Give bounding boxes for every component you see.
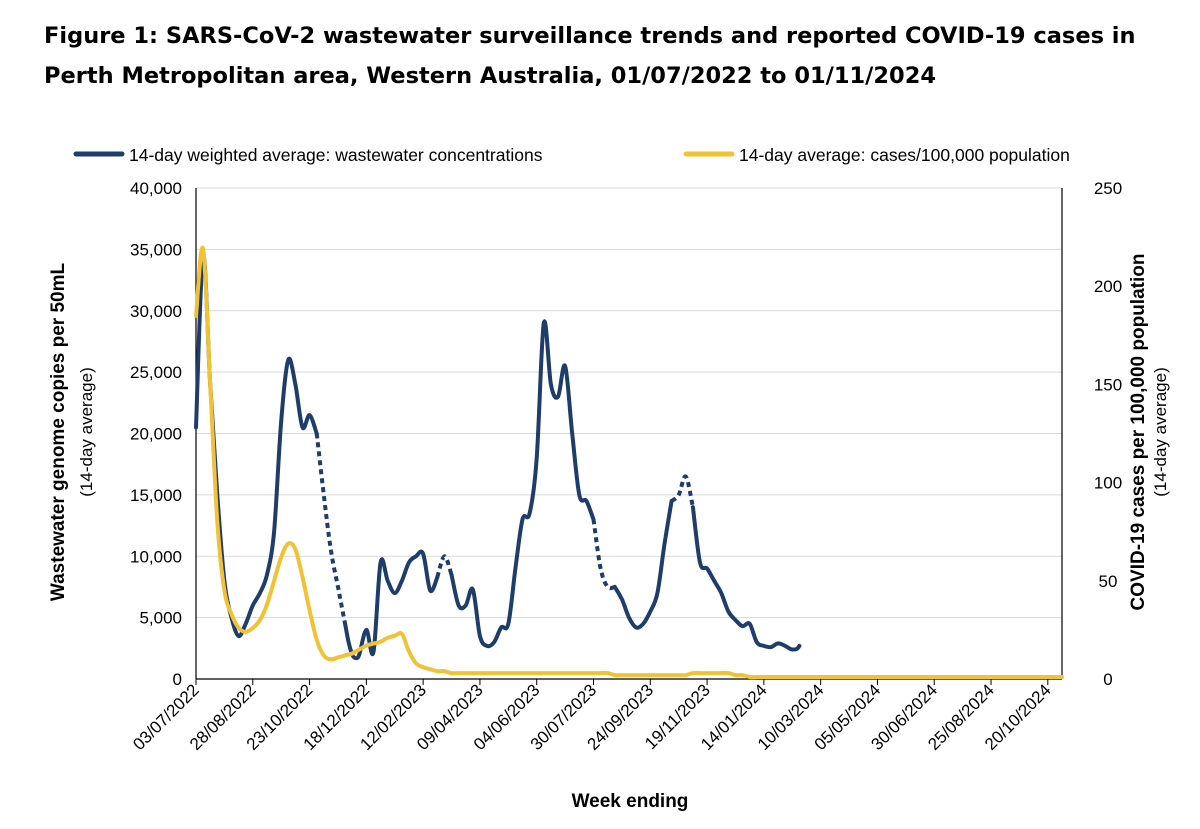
- y2-axis-tick-labels: 0 50 100 150 200 250: [1094, 179, 1122, 689]
- y2-tick-label: 100: [1094, 474, 1122, 493]
- y2-tick-label: 150: [1094, 375, 1122, 394]
- gridlines: [196, 187, 1062, 619]
- wastewater-series-line: [612, 499, 674, 630]
- y-tick-label: 10,000: [130, 547, 182, 566]
- cases-series-line: [194, 245, 1064, 680]
- wastewater-series-line-dashed: [591, 519, 616, 591]
- y-axis-title: Wastewater genome copies per 50mL: [48, 262, 69, 601]
- legend: 14-day weighted average: wastewater conc…: [73, 145, 1070, 165]
- wastewater-series-line-dashed: [314, 433, 348, 625]
- y-tick-label: 0: [173, 670, 182, 689]
- wastewater-series-line-dashed: [670, 474, 695, 508]
- y-tick-label: 25,000: [130, 363, 182, 382]
- y2-axis-subtitle: (14-day average): [1151, 367, 1170, 496]
- wastewater-series-line: [690, 505, 802, 652]
- legend-label-wastewater: 14-day weighted average: wastewater conc…: [129, 145, 543, 165]
- y2-tick-label: 0: [1103, 670, 1112, 689]
- y-axis-subtitle: (14-day average): [77, 367, 96, 496]
- wastewater-series-line: [343, 549, 440, 661]
- y2-tick-label: 250: [1094, 179, 1122, 198]
- y-axis-tick-labels: 0 5,000 10,000 15,000 20,000 25,000 30,000 35,0…: [130, 179, 182, 689]
- y-tick-label: 40,000: [130, 179, 182, 198]
- x-axis-title: Week ending: [572, 791, 689, 812]
- y-tick-label: 35,000: [130, 240, 182, 259]
- axes: [195, 188, 1063, 685]
- y-tick-label: 5,000: [139, 609, 182, 628]
- y2-tick-label: 50: [1099, 572, 1118, 591]
- figure-title: Figure 1: SARS-CoV-2 wastewater surveill…: [44, 23, 1136, 89]
- x-axis-tick-labels: 03/07/202228/08/202223/10/202218/12/2022…: [129, 680, 1054, 754]
- y2-axis-title: COVID-19 cases per 100,000 population: [1128, 254, 1149, 611]
- series-lines: [194, 245, 1064, 680]
- wastewater-series-line-dashed: [435, 554, 454, 578]
- y2-tick-label: 200: [1094, 277, 1122, 296]
- wastewater-series-line: [449, 319, 596, 649]
- legend-label-cases: 14-day average: cases/100,000 population: [739, 145, 1070, 165]
- y-tick-label: 15,000: [130, 486, 182, 505]
- y-tick-label: 30,000: [130, 302, 182, 321]
- y-tick-label: 20,000: [130, 425, 182, 444]
